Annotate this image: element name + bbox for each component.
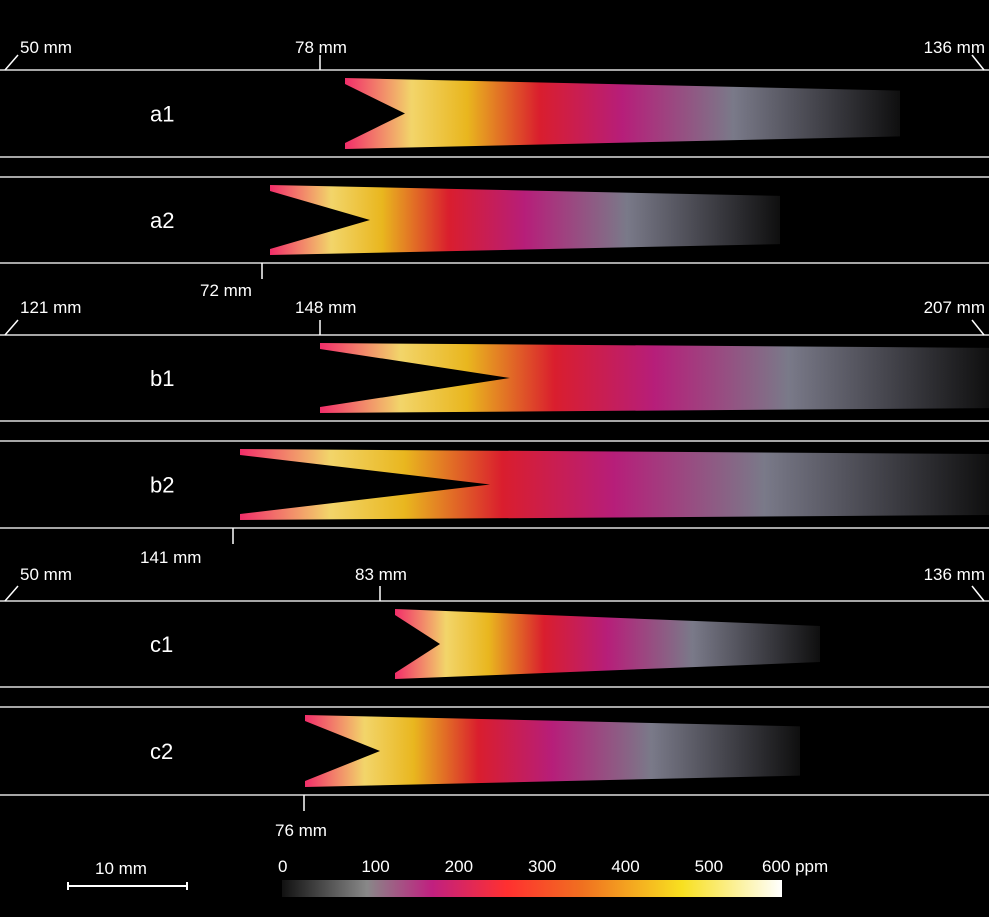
- position-label: 50 mm: [20, 38, 72, 57]
- position-label: 136 mm: [924, 38, 985, 57]
- panel-label: b2: [150, 473, 174, 498]
- figure: a1 a2 50 mm 78 mm 136 mm 72 mm b1 b2 121 mm 148 m…: [0, 0, 989, 912]
- position-label: 136 mm: [924, 565, 985, 584]
- colorbar-label: 400: [611, 857, 639, 876]
- position-label: 50 mm: [20, 565, 72, 584]
- colorbar-label: 300: [528, 857, 556, 876]
- position-label: 148 mm: [295, 298, 356, 317]
- tick: [972, 586, 984, 601]
- flame: [395, 609, 820, 679]
- tick: [5, 586, 18, 601]
- panel-label: c2: [150, 739, 173, 764]
- colorbar-label: 100: [361, 857, 389, 876]
- colorbar-label: 600 ppm: [762, 857, 828, 876]
- colorbar-label: 0: [278, 857, 287, 876]
- position-label: 207 mm: [924, 298, 985, 317]
- flame: [345, 78, 900, 149]
- scale-bar-label: 10 mm: [95, 859, 147, 878]
- tick: [972, 320, 984, 335]
- colorbar: [282, 880, 782, 897]
- colorbar-label: 500: [695, 857, 723, 876]
- panel-label: b1: [150, 366, 174, 391]
- tick: [5, 320, 18, 335]
- panel-label: a1: [150, 102, 174, 127]
- position-label: 83 mm: [355, 565, 407, 584]
- panel-label: c1: [150, 632, 173, 657]
- position-label: 72 mm: [200, 281, 252, 300]
- tick: [5, 55, 18, 70]
- position-label: 141 mm: [140, 548, 201, 567]
- panel-label: a2: [150, 208, 174, 233]
- colorbar-label: 200: [445, 857, 473, 876]
- position-label: 121 mm: [20, 298, 81, 317]
- position-label: 76 mm: [275, 821, 327, 840]
- position-label: 78 mm: [295, 38, 347, 57]
- tick: [972, 55, 984, 70]
